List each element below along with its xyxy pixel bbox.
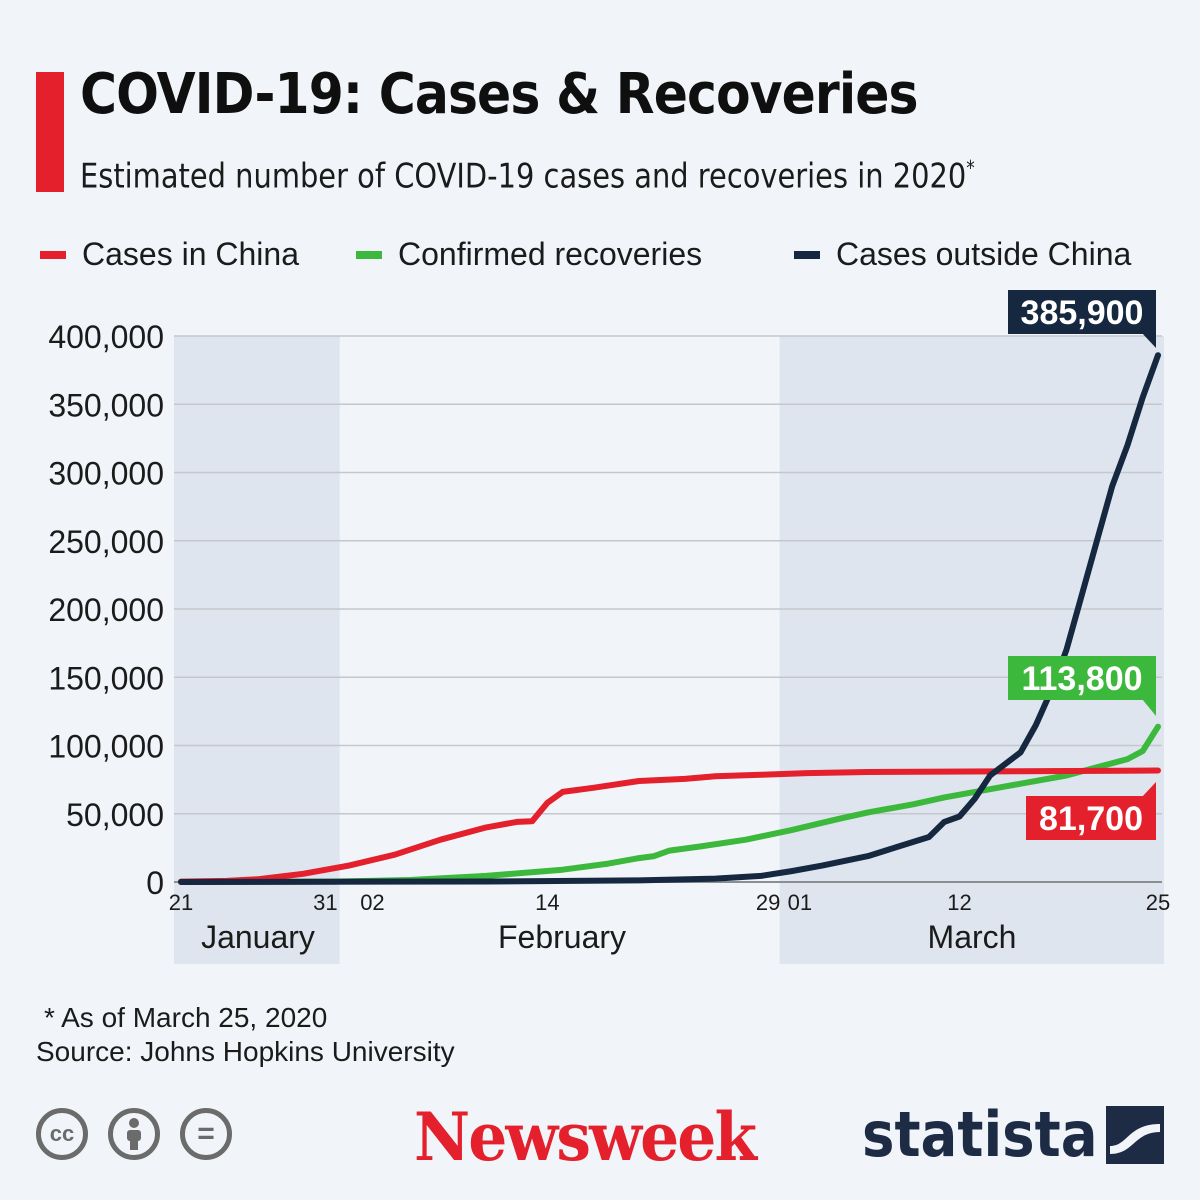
subtitle-text: Estimated number of COVID-19 cases and r… <box>80 156 967 197</box>
callout-box-recoveries <box>1008 656 1156 700</box>
y-tick-label: 100,000 <box>48 729 164 765</box>
newsweek-logo: Newsweek <box>414 1098 757 1176</box>
legend-swatch-china <box>40 250 66 259</box>
month-label-february: February <box>498 919 626 955</box>
month-band-march <box>779 336 1164 964</box>
y-tick-label: 150,000 <box>48 660 164 696</box>
callout-pointer-outside <box>1142 333 1156 348</box>
y-tick-label: 350,000 <box>48 387 164 423</box>
line-chart: 0 50,000 100,000 150,000 200,000 250,000 300,0… <box>48 290 1170 964</box>
callout-box-outside <box>1008 290 1156 334</box>
callout-box-china <box>1026 796 1156 840</box>
source-note: Source: Johns Hopkins University <box>36 1036 455 1067</box>
legend-label-recoveries: Confirmed recoveries <box>398 236 703 272</box>
x-tick-label: 25 <box>1146 890 1170 915</box>
series-line-outside <box>178 352 1161 885</box>
cc-license-icon: cc <box>36 1108 88 1160</box>
x-tick-label: 14 <box>535 890 559 915</box>
y-tick-label: 300,000 <box>48 456 164 492</box>
legend-swatch-outside <box>794 250 820 259</box>
end-value-label-outside: 385,900 <box>1021 294 1144 332</box>
attribution-icon <box>108 1108 160 1160</box>
page-title: COVID-19: Cases & Recoveries <box>80 62 919 127</box>
subtitle-footnote-mark: * <box>966 156 975 180</box>
series-line-china <box>178 767 1161 885</box>
person-icon <box>127 1118 141 1150</box>
footnote: * As of March 25, 2020 <box>44 1002 328 1033</box>
month-label-march: March <box>928 919 1017 955</box>
statista-logo: statista <box>862 1098 1098 1171</box>
cc-license-text: cc <box>49 1121 75 1146</box>
statista-logo-icon <box>1106 1106 1164 1164</box>
legend-swatch-recoveries <box>356 250 382 259</box>
page-subtitle: Estimated number of COVID-19 cases and r… <box>80 156 975 196</box>
x-tick-label: 12 <box>947 890 971 915</box>
legend-item-china: Cases in China <box>40 236 299 273</box>
y-tick-label: 400,000 <box>48 319 164 355</box>
end-value-label-recoveries: 113,800 <box>1021 660 1142 698</box>
y-tick-label: 0 <box>146 865 164 901</box>
callout-pointer-china <box>1142 782 1156 797</box>
no-derivatives-text: = <box>197 1117 215 1150</box>
month-band-january <box>174 336 340 964</box>
end-value-label-china: 81,700 <box>1039 800 1143 838</box>
x-tick-label: 02 <box>360 890 384 915</box>
legend-item-recoveries: Confirmed recoveries <box>356 236 702 273</box>
x-tick-label: 01 <box>788 890 812 915</box>
no-derivatives-icon: = <box>180 1108 232 1160</box>
title-accent-bar <box>36 72 64 192</box>
legend-item-outside: Cases outside China <box>794 236 1131 273</box>
x-tick-label: 29 <box>756 890 780 915</box>
y-tick-label: 200,000 <box>48 592 164 628</box>
month-label-january: January <box>201 919 315 955</box>
callout-pointer-recoveries <box>1142 699 1156 716</box>
legend-label-china: Cases in China <box>82 236 299 272</box>
x-tick-label: 31 <box>313 890 337 915</box>
legend-label-outside: Cases outside China <box>836 236 1132 272</box>
x-tick-label: 21 <box>169 890 193 915</box>
y-tick-label: 250,000 <box>48 524 164 560</box>
y-tick-label: 50,000 <box>66 797 164 833</box>
